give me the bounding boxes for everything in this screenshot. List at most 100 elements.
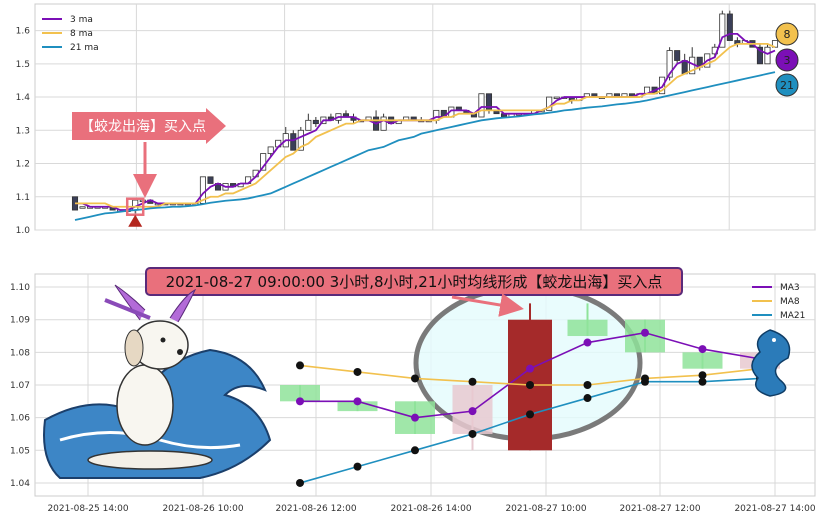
bottom-point-MA21 <box>526 410 534 419</box>
bottom-point-MA3 <box>353 397 362 406</box>
bottom-point-MA3 <box>641 328 649 337</box>
bottom-point-MA3 <box>411 413 419 422</box>
bottom-point-MA21 <box>296 478 304 487</box>
top-candle <box>756 46 763 65</box>
bottom-candle <box>567 319 608 337</box>
bottom-y-tick-label: 1.07 <box>10 381 30 391</box>
top-candle <box>207 176 214 184</box>
bottom-x-tick-label: 2021-08-27 10:00 <box>505 504 586 514</box>
bottom-point-MA8 <box>698 371 707 380</box>
surfing-puppy-illustration <box>43 284 272 479</box>
top-y-tick-label: 1.2 <box>16 160 30 170</box>
top-candle <box>764 46 771 65</box>
bottom-y-tick-label: 1.08 <box>10 348 30 358</box>
badge-8ma-label: 8 <box>784 28 791 41</box>
bottom-x-tick-label: 2021-08-26 12:00 <box>275 504 356 514</box>
legend-label-3ma: 3 ma <box>70 15 93 25</box>
bottom-x-tick-label: 2021-08-26 14:00 <box>390 504 471 514</box>
blue-dragon-illustration <box>751 329 791 397</box>
bottom-point-MA3 <box>468 407 477 416</box>
top-candle <box>719 13 726 48</box>
puppy-ear <box>124 329 144 367</box>
bottom-point-MA21 <box>698 377 707 386</box>
bottom-legend: MA3 MA8 MA21 <box>752 283 805 321</box>
top-candle <box>380 116 387 131</box>
top-ma-lines <box>74 33 776 221</box>
bottom-candle <box>337 401 378 412</box>
puppy-eye <box>160 337 166 343</box>
top-candle <box>267 146 274 154</box>
bottom-candle <box>280 385 320 402</box>
top-candle <box>79 206 86 209</box>
top-candle <box>478 93 485 118</box>
bottom-point-MA8 <box>583 381 592 389</box>
top-candle <box>297 129 304 151</box>
bottom-y-tick-label: 1.05 <box>10 446 30 456</box>
top-y-axis: 1.0 1.1 1.2 1.3 1.4 1.5 1.6 <box>16 27 31 236</box>
bottom-point-MA3 <box>296 397 304 406</box>
top-candle <box>681 60 688 75</box>
badge-21ma <box>775 73 799 97</box>
end-badges: 8 3 21 <box>775 22 799 97</box>
legend-label-8ma: 8 ma <box>70 29 93 39</box>
bottom-x-tick-label: 2021-08-26 10:00 <box>162 504 243 514</box>
horn-right <box>169 288 197 323</box>
bottom-signal-pointer <box>451 293 524 317</box>
top-candle <box>290 133 297 151</box>
signal-callout: 【蛟龙出海】买入点 <box>72 108 226 198</box>
bottom-panel: 1.04 1.05 1.06 1.07 1.08 1.09 1.10 2021-08-25 … <box>10 267 816 514</box>
top-y-tick-label: 1.5 <box>16 60 30 70</box>
badge-21ma-label: 21 <box>780 79 794 92</box>
bottom-x-tick-label: 2021-08-27 12:00 <box>619 504 700 514</box>
top-candle <box>666 50 673 78</box>
bottom-point-MA3 <box>583 338 592 347</box>
bottom-point-MA21 <box>641 377 649 386</box>
bottom-point-MA21 <box>411 446 419 455</box>
bottom-point-MA21 <box>353 462 362 471</box>
bottom-point-MA8 <box>411 374 419 383</box>
signal-callout-text: 【蛟龙出海】买入点 <box>80 119 206 135</box>
top-candle <box>260 153 267 171</box>
bottom-y-tick-label: 1.04 <box>10 479 30 489</box>
bottom-x-tick-label: 2021-08-27 14:00 <box>734 504 815 514</box>
badge-3ma-label: 3 <box>784 54 791 67</box>
bottom-point-MA8 <box>526 381 534 389</box>
bottom-x-tick-label: 2021-08-25 14:00 <box>47 504 128 514</box>
top-y-tick-label: 1.6 <box>16 27 31 37</box>
top-y-tick-label: 1.0 <box>16 226 31 236</box>
top-y-tick-label: 1.4 <box>16 93 31 103</box>
bottom-title-box: 2021-08-27 09:00:00 3小时,8小时,21小时均线形成【蛟龙出… <box>145 267 683 296</box>
top-signal-marker <box>125 197 145 227</box>
top-candle <box>312 119 319 125</box>
bottom-x-axis: 2021-08-25 14:00 2021-08-26 10:00 2021-08-… <box>47 504 815 514</box>
bottom-y-tick-label: 1.10 <box>10 283 30 293</box>
bottom-point-MA21 <box>468 429 477 438</box>
signal-arrow-shape <box>72 108 226 144</box>
legend-label-MA21: MA21 <box>780 311 805 321</box>
top-line-21ma <box>74 71 776 221</box>
top-candle <box>674 50 681 61</box>
dragon-wing-left <box>104 298 151 320</box>
bottom-y-axis: 1.04 1.05 1.06 1.07 1.08 1.09 1.10 <box>10 283 30 489</box>
legend-label-21ma: 21 ma <box>70 43 99 53</box>
legend-label-MA3: MA3 <box>780 283 800 293</box>
bottom-point-MA8 <box>353 367 362 376</box>
top-line-8ma <box>75 42 776 208</box>
top-y-tick-label: 1.3 <box>16 126 30 136</box>
signal-triangle <box>128 214 143 227</box>
dragon-eye <box>772 338 776 342</box>
top-legend: 3 ma 8 ma 21 ma <box>42 15 99 53</box>
bottom-point-MA3 <box>698 345 707 354</box>
bottom-point-MA21 <box>583 394 592 403</box>
top-candle <box>553 96 560 99</box>
bottom-candle <box>682 352 723 369</box>
bottom-point-MA8 <box>468 377 477 386</box>
top-y-tick-label: 1.1 <box>16 193 30 203</box>
badge-3ma <box>775 48 799 72</box>
badge-8ma <box>775 22 799 46</box>
puppy-body <box>116 364 174 446</box>
bottom-point-MA8 <box>296 361 304 370</box>
legend-label-MA8: MA8 <box>780 297 800 307</box>
puppy-nose <box>177 349 183 355</box>
